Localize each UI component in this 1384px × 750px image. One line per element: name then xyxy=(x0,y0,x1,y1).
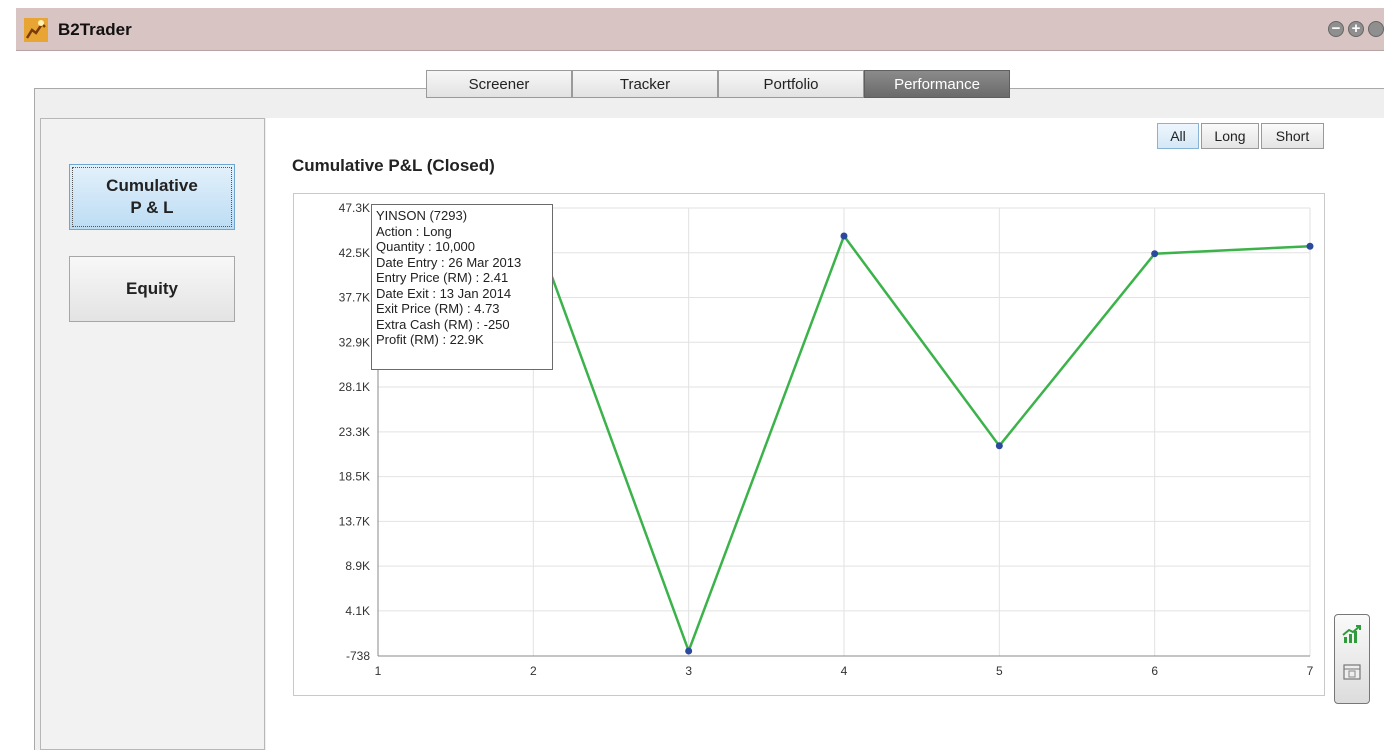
chart-tools xyxy=(1334,614,1370,704)
chart-view-icon[interactable] xyxy=(1341,623,1363,645)
tooltip-action: Action : Long xyxy=(376,223,452,239)
filter-long-button[interactable]: Long xyxy=(1201,123,1259,149)
y-tick-label: 47.3K xyxy=(339,201,370,215)
y-tick-label: 28.1K xyxy=(339,380,370,394)
x-tick-label: 3 xyxy=(685,664,692,678)
data-point xyxy=(1151,250,1159,258)
tooltip-date-entry: Date Entry : 26 Mar 2013 xyxy=(376,254,522,270)
filter-short-button[interactable]: Short xyxy=(1261,123,1324,149)
chart-title: Cumulative P&L (Closed) xyxy=(292,156,495,175)
y-tick-label: 37.7K xyxy=(339,291,370,305)
data-point xyxy=(685,647,693,655)
sidebar-item-equity[interactable]: Equity xyxy=(69,256,235,322)
x-tick-label: 5 xyxy=(996,664,1003,678)
sidebar-item-cumulative-pl[interactable]: Cumulative P & L xyxy=(69,164,235,230)
tab-tracker[interactable]: Tracker xyxy=(572,70,718,98)
main-tabs: Screener Tracker Portfolio Performance xyxy=(426,70,1010,98)
tooltip-profit: Profit (RM) : 22.9K xyxy=(376,332,484,347)
data-point xyxy=(840,232,848,240)
y-tick-label: 23.3K xyxy=(339,425,370,439)
tooltip-date-exit: Date Exit : 13 Jan 2014 xyxy=(376,285,512,301)
x-tick-label: 2 xyxy=(530,664,537,678)
y-tick-label: 42.5K xyxy=(339,246,370,260)
maximize-icon[interactable]: + xyxy=(1348,21,1364,37)
tooltip-entry-price: Entry Price (RM) : 2.41 xyxy=(376,270,509,285)
table-view-icon[interactable] xyxy=(1341,661,1363,683)
y-tick-label: 18.5K xyxy=(339,470,370,484)
tooltip-stock: YINSON (7293) xyxy=(376,208,468,223)
y-tick-label: 4.1K xyxy=(345,604,370,618)
y-tick-label: 32.9K xyxy=(339,335,370,349)
tab-performance[interactable]: Performance xyxy=(864,70,1010,98)
tooltip-quantity: Quantity : 10,000 xyxy=(376,239,476,254)
tooltip-extra-cash: Extra Cash (RM) : -250 xyxy=(376,316,510,332)
y-tick-label: -738 xyxy=(346,649,370,663)
x-tick-label: 1 xyxy=(375,664,382,678)
tab-screener[interactable]: Screener xyxy=(426,70,572,98)
tab-portfolio[interactable]: Portfolio xyxy=(718,70,864,98)
y-tick-label: 8.9K xyxy=(345,559,370,573)
trade-filter: All Long Short xyxy=(1157,123,1326,149)
close-icon[interactable] xyxy=(1368,21,1384,37)
trade-tooltip: YINSON (7293) Action : Long Quantity : 1… xyxy=(371,204,553,370)
x-tick-label: 4 xyxy=(841,664,848,678)
y-tick-label: 13.7K xyxy=(339,514,370,528)
tooltip-exit-price: Exit Price (RM) : 4.73 xyxy=(376,301,500,316)
app-logo-icon xyxy=(24,18,48,42)
minimize-icon[interactable]: − xyxy=(1328,21,1344,37)
sidebar: Cumulative P & L Equity xyxy=(40,118,265,750)
filter-all-button[interactable]: All xyxy=(1157,123,1199,149)
data-point xyxy=(1306,242,1314,250)
x-tick-label: 6 xyxy=(1151,664,1158,678)
x-tick-label: 7 xyxy=(1307,664,1314,678)
title-bar: B2Trader − + xyxy=(16,8,1384,51)
data-point xyxy=(995,442,1003,450)
app-title: B2Trader xyxy=(58,20,132,39)
